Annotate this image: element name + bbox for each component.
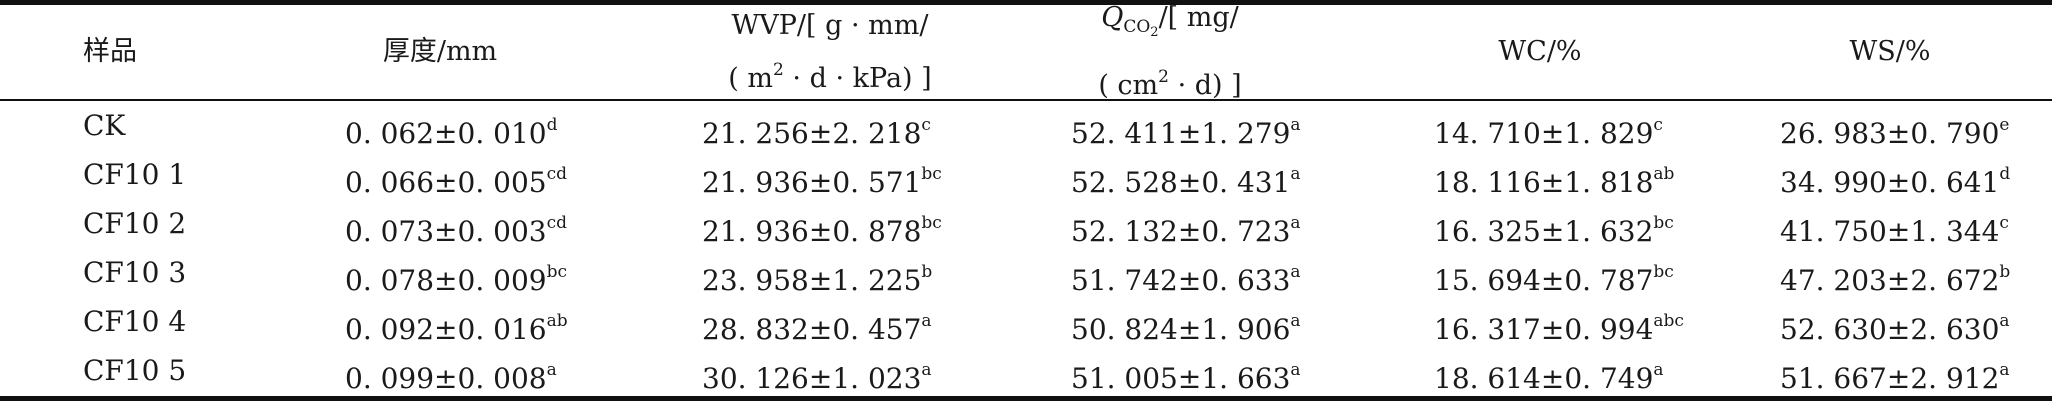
table-row: CF10 2 0. 073±0. 003cd 21. 936±0. 878bc …	[0, 199, 2052, 248]
cell-thickness: 0. 062±0. 010d	[345, 115, 558, 150]
cell-qco2: 51. 005±1. 663a	[1071, 360, 1301, 395]
cell-thickness: 0. 078±0. 009bc	[345, 262, 567, 297]
cell-sample: CF10 5	[83, 354, 187, 387]
table-row: CF10 1 0. 066±0. 005cd 21. 936±0. 571bc …	[0, 150, 2052, 199]
table-bottom-rule	[0, 396, 2052, 401]
header-thickness: 厚度/mm	[382, 36, 498, 67]
cell-wvp: 21. 936±0. 571bc	[702, 164, 942, 199]
table-row: CF10 4 0. 092±0. 016ab 28. 832±0. 457a 5…	[0, 297, 2052, 346]
cell-wc: 15. 694±0. 787bc	[1434, 262, 1674, 297]
cell-thickness: 0. 073±0. 003cd	[345, 213, 567, 248]
cell-wvp: 21. 936±0. 878bc	[702, 213, 942, 248]
cell-qco2: 51. 742±0. 633a	[1071, 262, 1301, 297]
cell-wc: 18. 116±1. 818ab	[1434, 164, 1675, 199]
cell-sample: CF10 3	[83, 256, 187, 289]
cell-wvp: 28. 832±0. 457a	[702, 311, 932, 346]
header-wvp: WVP/[ g · mm/ ( m2 · d · kPa) ]	[640, 5, 1020, 99]
cell-thickness: 0. 092±0. 016ab	[345, 311, 568, 346]
cell-qco2: 52. 132±0. 723a	[1071, 213, 1301, 248]
cell-qco2: 52. 528±0. 431a	[1071, 164, 1301, 199]
cell-qco2: 52. 411±1. 279a	[1071, 115, 1301, 150]
header-wvp-line2: ( m2 · d · kPa) ]	[728, 59, 932, 94]
table-row: CK 0. 062±0. 010d 21. 256±2. 218c 52. 41…	[0, 101, 2052, 150]
table-row: CF10 3 0. 078±0. 009bc 23. 958±1. 225b 5…	[0, 248, 2052, 297]
table-body: CK 0. 062±0. 010d 21. 256±2. 218c 52. 41…	[0, 101, 2052, 396]
cell-sample: CF10 1	[83, 158, 187, 191]
table-row: CF10 5 0. 099±0. 008a 30. 126±1. 023a 51…	[0, 346, 2052, 395]
cell-sample: CF10 2	[83, 207, 187, 240]
cell-ws: 26. 983±0. 790e	[1780, 115, 2010, 150]
header-qco2-line2: ( cm2 · d) ]	[1098, 67, 1242, 101]
cell-sample: CK	[83, 109, 126, 142]
cell-wvp: 21. 256±2. 218c	[702, 115, 931, 150]
header-wvp-line1: WVP/[ g · mm/	[731, 9, 929, 41]
cell-wvp: 23. 958±1. 225b	[702, 262, 933, 297]
cell-wc: 14. 710±1. 829c	[1434, 115, 1663, 150]
cell-wc: 18. 614±0. 749a	[1434, 360, 1664, 395]
cell-qco2: 50. 824±1. 906a	[1071, 311, 1301, 346]
header-ws: WS/%	[1849, 36, 1931, 67]
header-qco2-line1: QCO2/[ mg/	[1101, 2, 1239, 40]
cell-thickness: 0. 066±0. 005cd	[345, 164, 567, 199]
cell-thickness: 0. 099±0. 008a	[345, 360, 557, 395]
header-qco2: QCO2/[ mg/ ( cm2 · d) ]	[1020, 2, 1320, 101]
table-top-rule	[0, 0, 2052, 5]
header-wc: WC/%	[1498, 36, 1582, 67]
cell-wc: 16. 317±0. 994abc	[1434, 311, 1684, 346]
cell-ws: 47. 203±2. 672b	[1780, 262, 2011, 297]
header-sample: 样品	[83, 36, 137, 67]
cell-ws: 51. 667±2. 912a	[1780, 360, 2010, 395]
cell-ws: 41. 750±1. 344c	[1780, 213, 2009, 248]
header-divider-rule	[0, 99, 2052, 101]
cell-sample: CF10 4	[83, 305, 187, 338]
cell-ws: 52. 630±2. 630a	[1780, 311, 2010, 346]
cell-wvp: 30. 126±1. 023a	[702, 360, 932, 395]
cell-ws: 34. 990±0. 641d	[1780, 164, 2011, 199]
cell-wc: 16. 325±1. 632bc	[1434, 213, 1674, 248]
